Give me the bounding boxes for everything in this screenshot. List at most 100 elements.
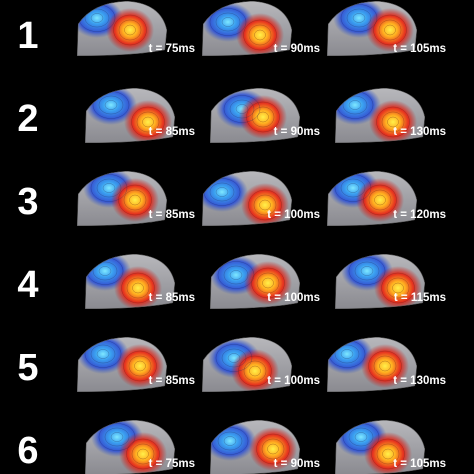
contour <box>215 344 253 372</box>
contour <box>131 443 155 465</box>
positive-blob <box>124 100 172 143</box>
contour <box>360 266 374 276</box>
contour <box>217 431 243 451</box>
time-label: t = 75ms <box>149 458 195 470</box>
contour <box>363 184 397 216</box>
contour <box>126 277 150 299</box>
contour <box>128 355 152 377</box>
contour <box>248 189 282 221</box>
positive-blob <box>361 344 409 388</box>
row-label: 2 <box>17 98 38 140</box>
time-label: t = 90ms <box>274 126 320 138</box>
time-label: t = 120ms <box>393 209 446 221</box>
contour <box>382 448 394 460</box>
contour <box>348 100 362 110</box>
contour <box>251 106 275 128</box>
head-map <box>335 254 425 309</box>
head-outline <box>210 88 300 143</box>
contour <box>348 427 374 447</box>
contour <box>340 178 366 198</box>
head-outline <box>202 1 292 56</box>
contour <box>251 267 285 299</box>
contour <box>223 265 249 285</box>
contour <box>381 272 415 304</box>
positive-blob <box>106 8 154 52</box>
contour <box>118 184 152 216</box>
contour <box>215 187 229 197</box>
contour <box>136 111 160 133</box>
contour <box>368 189 392 211</box>
positive-blob <box>249 427 297 471</box>
contour <box>379 360 391 372</box>
contour <box>378 19 402 41</box>
head-outline <box>210 254 300 309</box>
contour <box>131 106 165 138</box>
contour <box>90 13 104 23</box>
head-map <box>85 254 175 309</box>
contour <box>123 189 147 211</box>
contour <box>373 355 397 377</box>
row-label: 4 <box>17 264 38 306</box>
head-map <box>77 171 167 226</box>
time-label: t = 130ms <box>393 375 446 387</box>
time-label: t = 85ms <box>149 375 195 387</box>
contour <box>215 12 241 32</box>
time-label: t = 75ms <box>149 43 195 55</box>
head-outline <box>327 171 417 226</box>
head-outline <box>202 337 292 392</box>
head-map <box>335 420 425 474</box>
contour <box>229 99 255 119</box>
positive-blob <box>366 8 414 52</box>
positive-blob <box>241 183 289 226</box>
contour <box>134 360 146 372</box>
time-label: t = 130ms <box>393 126 446 138</box>
contour <box>256 272 280 294</box>
contour <box>98 423 136 451</box>
time-label: t = 100ms <box>267 209 320 221</box>
contour <box>257 111 269 123</box>
contour <box>340 4 378 32</box>
head-map <box>210 420 300 474</box>
head-outline <box>335 88 425 143</box>
contour <box>334 344 360 364</box>
time-label: t = 85ms <box>149 209 195 221</box>
contour <box>227 353 241 363</box>
contour <box>253 194 277 216</box>
time-label: t = 115ms <box>394 292 446 304</box>
head-outline <box>335 254 425 309</box>
time-label: t = 85ms <box>149 126 195 138</box>
positive-blob <box>244 261 292 305</box>
time-label: t = 90ms <box>274 458 320 470</box>
contour <box>104 427 130 447</box>
head-outline <box>77 337 167 392</box>
time-label: t = 85ms <box>149 292 195 304</box>
contour <box>381 111 405 133</box>
contour <box>137 448 149 460</box>
contour <box>261 438 285 460</box>
positive-blob <box>114 266 162 309</box>
positive-blob <box>111 178 159 222</box>
contour <box>374 194 386 206</box>
positive-blob <box>119 432 167 474</box>
contour <box>354 261 380 281</box>
contour <box>346 183 360 193</box>
head-map <box>202 1 292 56</box>
contour <box>238 355 272 387</box>
contour <box>249 365 261 377</box>
contour <box>90 174 128 202</box>
contour <box>267 443 279 455</box>
contour <box>371 438 405 470</box>
contour <box>376 443 400 465</box>
row-label: 5 <box>17 347 38 389</box>
contour <box>221 17 235 27</box>
contour <box>90 344 116 364</box>
contour <box>235 104 249 114</box>
head-map <box>210 254 300 309</box>
time-label: t = 90ms <box>274 43 320 55</box>
head-map <box>202 337 292 392</box>
contour <box>98 266 112 276</box>
contour <box>84 8 110 28</box>
